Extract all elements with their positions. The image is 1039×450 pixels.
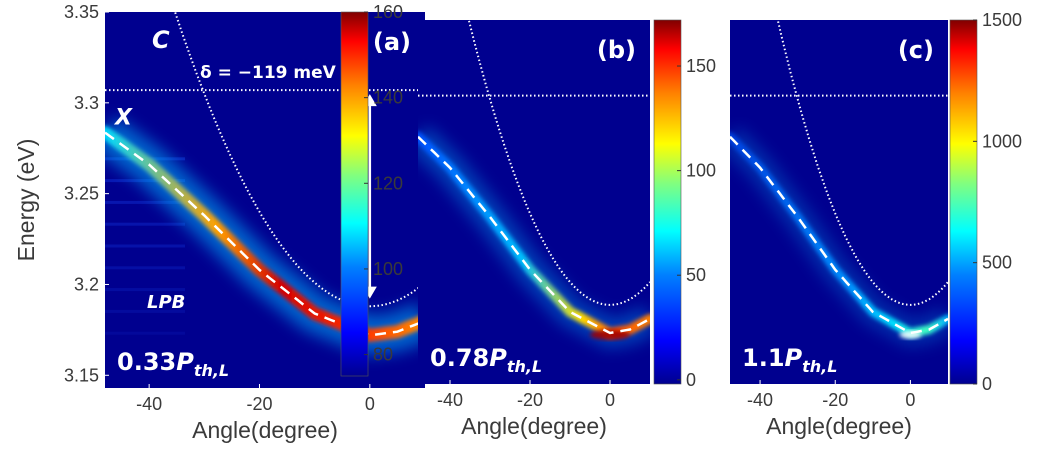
lpb-dispersion-curve [418,135,650,335]
colorbar-tick-label: 150 [686,56,716,76]
y-tick-label: 3.2 [74,274,99,294]
background-streak [105,244,185,248]
y-tick-label: 3.3 [74,93,99,113]
x-tick-label: 0 [365,394,375,414]
colorbar-tick-label: 160 [373,2,403,22]
background-streak [105,309,185,313]
panel-b: (b) 0.78Pth,L -40 -20 0 Angle(degree) 150 100 50… [418,19,716,439]
x-tick-label: -20 [246,394,272,414]
heatmap-content [105,12,425,356]
colorbar-tick-label: 1000 [982,131,1022,151]
x-tick-label: -20 [517,390,543,410]
heatmap-content [730,20,948,348]
x-axis-label: Angle(degree) [461,413,607,439]
panel-c: (c) 1.1Pth,L -40 -20 0 Angle(degree) 1500 1000 5… [730,10,1022,439]
x-tick-label: 0 [905,390,915,410]
photon-mode-label: C [152,26,170,54]
colorbar-tick-label: 0 [982,374,992,394]
x-axis-label: Angle(degree) [766,413,912,439]
excitation-power-label: 1.1Pth,L [742,344,837,376]
x-tick-label: -40 [437,390,463,410]
colorbar-tick-label: 80 [373,345,393,365]
y-axis-label: Energy (eV) [13,139,39,262]
lpb-emission-band [105,126,425,342]
excitation-power-label: 0.33Pth,L [117,348,229,380]
x-tick-label: 0 [605,390,615,410]
colorbar-tick-label: 0 [686,370,696,390]
colorbar [949,19,978,385]
colorbar-tick-label: 100 [686,161,716,181]
background-streak [105,200,185,204]
colorbar [653,19,682,385]
background-streak [105,222,185,226]
colorbar-tick-label: 120 [373,173,403,193]
colorbar-tick-label: 1500 [982,10,1022,30]
colorbar [340,11,369,377]
panel-label: (a) [373,28,411,56]
y-tick-label: 3.35 [64,2,99,22]
panel-label: (c) [898,36,934,64]
y-tick-label: 3.25 [64,184,99,204]
x-tick-label: -20 [822,390,848,410]
heatmap-content [418,20,650,349]
panel-a: (a) 0.33Pth,L C X LPB δ = −119 meV -40 -20 0 Angl… [13,2,425,443]
colorbar-tick-label: 100 [373,259,403,279]
excitation-power-label: 0.78Pth,L [430,344,542,376]
lpb-bottom-emission [590,329,630,340]
background-streak [105,331,185,335]
exciton-mode-label: X [113,106,133,131]
lpb-dispersion-curve [730,135,948,335]
y-tick-label: 3.15 [64,365,99,385]
x-tick-label: -40 [136,394,162,414]
background-streak [105,266,185,270]
panel-label: (b) [597,36,636,64]
lpb-label: LPB [147,292,185,313]
background-streak [105,288,185,292]
colorbar-tick-label: 50 [686,265,706,285]
colorbar-tick-label: 500 [982,253,1012,273]
x-tick-label: -40 [747,390,773,410]
x-axis-label: Angle(degree) [192,417,338,443]
detuning-label: δ = −119 meV [200,63,337,83]
colorbar-tick-label: 140 [373,88,403,108]
